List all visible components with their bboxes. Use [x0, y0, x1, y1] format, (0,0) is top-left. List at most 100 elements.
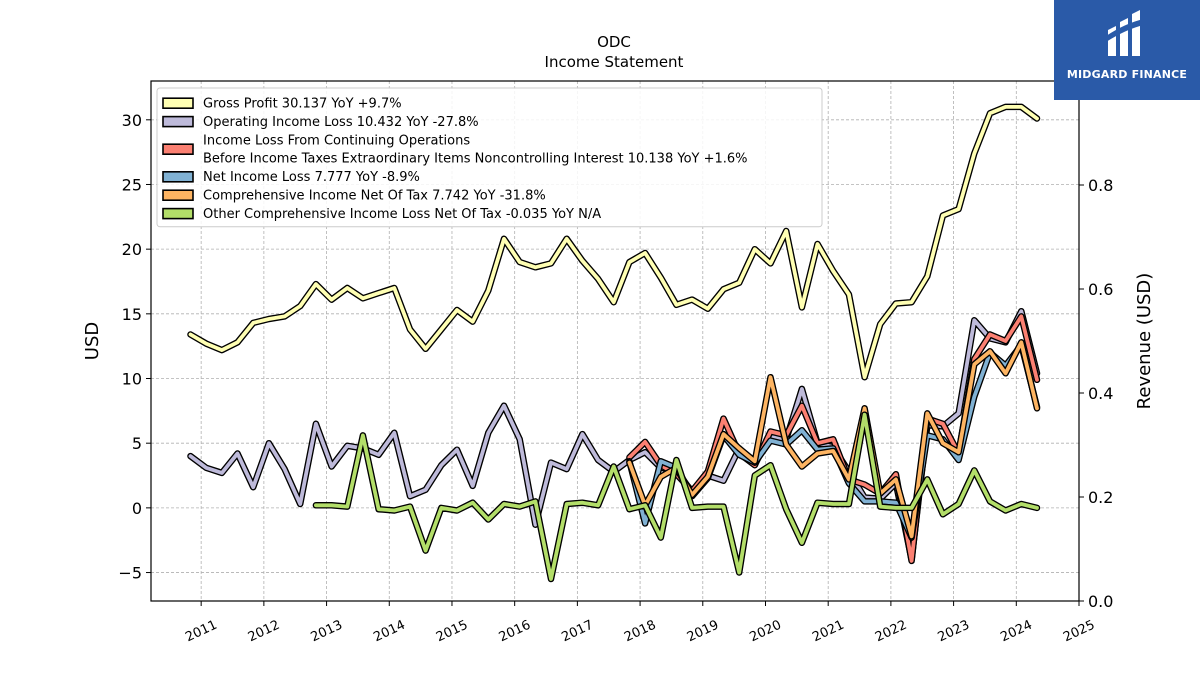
data-point [441, 329, 442, 330]
data-point [394, 432, 395, 433]
data-point [974, 364, 975, 365]
data-point [990, 334, 991, 335]
data-point [378, 454, 379, 455]
y-tick-label: 0 [132, 499, 142, 518]
x-tick-label: 2018 [622, 618, 658, 646]
data-point [817, 443, 818, 444]
data-point [958, 504, 959, 505]
data-point [645, 452, 646, 453]
y-axis-right-label: Revenue (USD) [1134, 273, 1155, 410]
data-point [504, 504, 505, 505]
data-point [237, 342, 238, 343]
data-point [1021, 342, 1022, 343]
data-point [942, 443, 943, 444]
data-point [974, 396, 975, 397]
data-point [801, 307, 802, 308]
data-point [519, 439, 520, 440]
data-point [848, 504, 849, 505]
legend-label: Before Income Taxes Extraordinary Items … [203, 152, 748, 167]
data-point [629, 462, 630, 463]
data-point [410, 496, 411, 497]
legend: Gross Profit 30.137 YoY +9.7% Operating I… [156, 87, 823, 228]
data-point [1021, 106, 1022, 107]
y-right-tick-label: 0.6 [1088, 280, 1113, 299]
data-point [613, 302, 614, 303]
y-right-tick-label: 0.8 [1088, 176, 1113, 195]
data-point [911, 536, 912, 537]
chart-title: ODC [597, 33, 631, 51]
data-point [754, 475, 755, 476]
x-tick-label: 2025 [1061, 618, 1097, 646]
data-point [692, 299, 693, 300]
data-point [488, 432, 489, 433]
data-point [190, 456, 191, 457]
data-point [817, 449, 818, 450]
data-point [864, 408, 865, 409]
data-point [942, 215, 943, 216]
data-point [268, 319, 269, 320]
plot-frame [150, 80, 1080, 602]
data-point [974, 320, 975, 321]
data-point [786, 231, 787, 232]
data-point [1005, 341, 1006, 342]
data-point [1005, 106, 1006, 107]
data-point [895, 502, 896, 503]
data-point [645, 441, 646, 442]
data-point [221, 350, 222, 351]
data-point [739, 282, 740, 283]
data-point [770, 263, 771, 264]
data-point [707, 506, 708, 507]
x-tick-label: 2023 [936, 618, 972, 646]
data-point [457, 510, 458, 511]
data-point [911, 507, 912, 508]
legend-label: Net Income Loss 7.777 YoY -8.9% [203, 170, 420, 185]
data-point [535, 501, 536, 502]
data-point [786, 444, 787, 445]
data-point [1021, 311, 1022, 312]
data-point [629, 262, 630, 263]
data-point [284, 316, 285, 317]
data-point [582, 260, 583, 261]
data-point [770, 377, 771, 378]
data-point [848, 479, 849, 480]
data-point [362, 298, 363, 299]
data-point [488, 290, 489, 291]
data-point [817, 244, 818, 245]
data-point [754, 249, 755, 250]
series-line [188, 105, 1039, 380]
data-point [1005, 510, 1006, 511]
y-tick-label: 10 [122, 370, 142, 389]
data-point [864, 501, 865, 502]
y-tick-label: 15 [122, 305, 142, 324]
x-tick-label: 2016 [497, 618, 533, 646]
data-point [958, 460, 959, 461]
data-point [425, 489, 426, 490]
data-point [723, 434, 724, 435]
data-point [801, 388, 802, 389]
data-point [535, 267, 536, 268]
legend-label: Comprehensive Income Net Of Tax 7.742 Yo… [203, 189, 546, 204]
data-point [1037, 118, 1038, 119]
data-point [911, 560, 912, 561]
data-point [864, 414, 865, 415]
data-point [1021, 504, 1022, 505]
data-point [660, 277, 661, 278]
data-point [990, 501, 991, 502]
data-point [206, 343, 207, 344]
x-tick-label: 2017 [559, 618, 595, 646]
data-point [880, 324, 881, 325]
data-point [645, 523, 646, 524]
data-point [895, 479, 896, 480]
data-point [551, 263, 552, 264]
legend-swatch [162, 143, 194, 155]
data-point [566, 238, 567, 239]
data-point [331, 466, 332, 467]
data-point [1037, 507, 1038, 508]
x-tick-label: 2014 [371, 618, 407, 646]
data-point [206, 467, 207, 468]
data-point [958, 452, 959, 453]
data-point [362, 435, 363, 436]
data-point [786, 509, 787, 510]
data-point [833, 271, 834, 272]
data-point [425, 550, 426, 551]
